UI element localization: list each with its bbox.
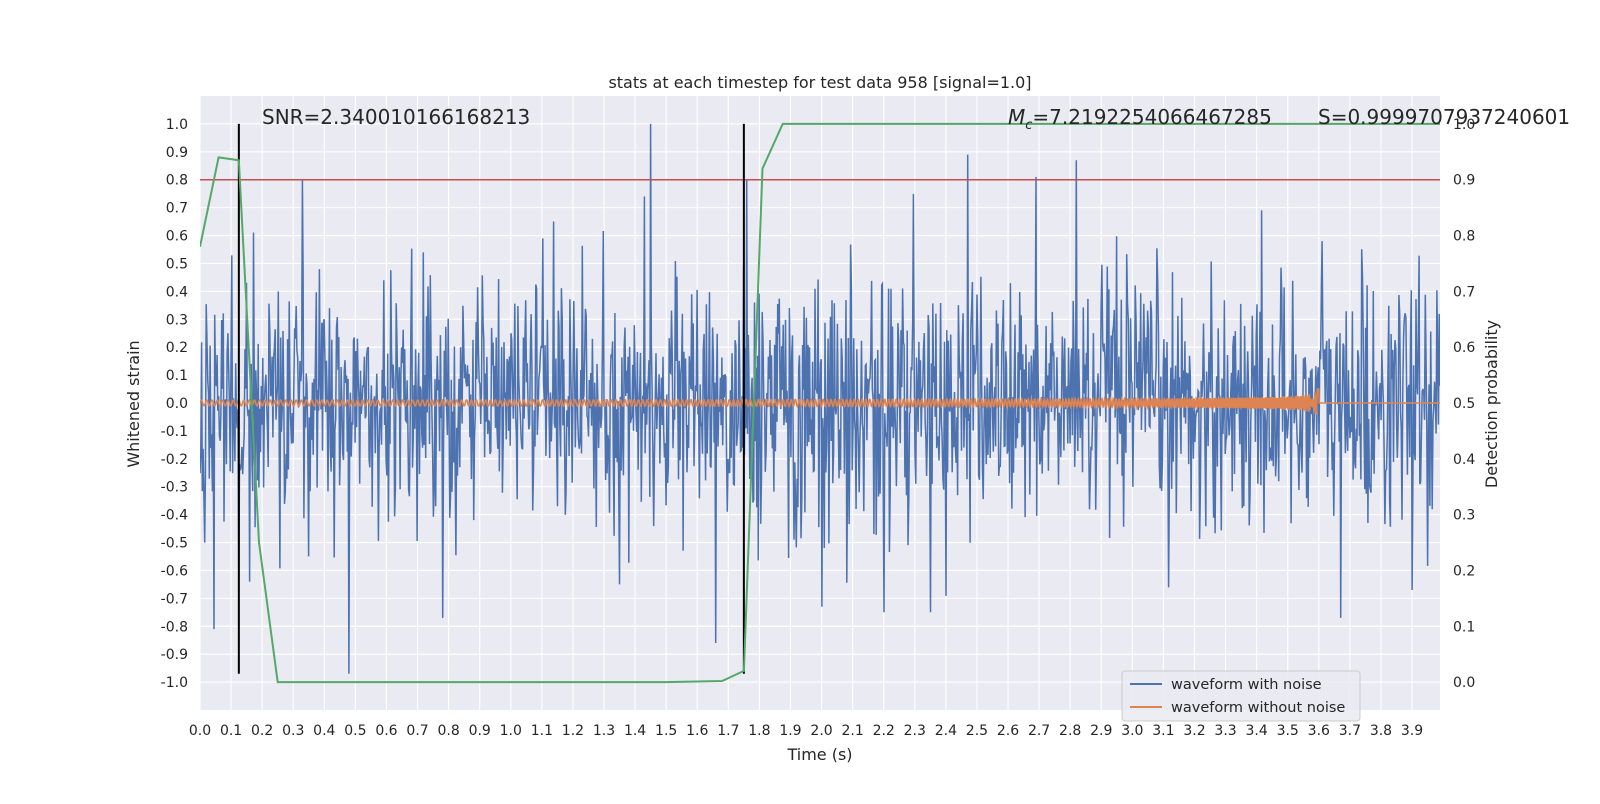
- y-tick-label: -0.7: [161, 591, 188, 607]
- chirp-mass-subscript: c: [1025, 118, 1032, 133]
- x-tick-label: 3.8: [1370, 723, 1392, 739]
- x-tick-label: 2.2: [873, 723, 895, 739]
- legend-box: [1121, 670, 1361, 722]
- y-tick-label: -0.4: [161, 508, 188, 524]
- x-tick-label: 0.2: [251, 723, 273, 739]
- y2-tick-label: 0.3: [1453, 508, 1475, 524]
- y-tick-label: -0.1: [161, 424, 188, 440]
- legend: waveform with noise waveform without noi…: [1121, 670, 1361, 722]
- y2-tick-label: 0.8: [1453, 229, 1475, 245]
- x-tick-label: 3.0: [1121, 723, 1143, 739]
- y2-tick-label: 0.2: [1453, 563, 1475, 579]
- y-tick-label: -0.5: [161, 536, 188, 552]
- x-tick-label: 0.4: [313, 723, 335, 739]
- y-tick-label: 0.7: [166, 201, 188, 217]
- x-tick-label: 3.6: [1308, 723, 1330, 739]
- y-tick-label: -0.6: [161, 563, 188, 579]
- y-tick-label: -0.9: [161, 647, 188, 663]
- chirp-mass-annotation: Mc=7.2192254066467285: [1008, 105, 1272, 133]
- x-tick-label: 1.2: [562, 723, 584, 739]
- y2-axis-label: Detection probability: [1482, 320, 1501, 488]
- x-tick-label: 2.3: [904, 723, 926, 739]
- y-tick-label: 0.6: [166, 229, 188, 245]
- y-tick-label: -0.8: [161, 619, 188, 635]
- markers-layer: [200, 123, 1440, 674]
- y-tick-label: 0.5: [166, 256, 188, 272]
- y-tick-label: -0.2: [161, 452, 188, 468]
- x-tick-label: 1.4: [624, 723, 646, 739]
- x-tick-label: 0.1: [220, 723, 242, 739]
- x-tick-label: 1.7: [717, 723, 739, 739]
- x-tick-label: 1.3: [593, 723, 615, 739]
- chirp-mass-value: =7.2192254066467285: [1032, 105, 1271, 129]
- chirp-mass-symbol: M: [1008, 105, 1025, 129]
- x-tick-label: 2.0: [810, 723, 832, 739]
- y-tick-label: 0.2: [166, 340, 188, 356]
- x-tick-label: 0.0: [189, 723, 211, 739]
- x-tick-label: 1.0: [500, 723, 522, 739]
- ticks-layer: 0.0 0.1 0.2 0.3 0.4 0.5 0.6 0.7 0.8 0.9 1.0 1.1 1.2 1…: [161, 117, 1476, 739]
- y-tick-label: 1.0: [166, 117, 188, 133]
- x-tick-label: 0.3: [282, 723, 304, 739]
- x-tick-label: 3.5: [1277, 723, 1299, 739]
- x-tick-label: 0.8: [437, 723, 459, 739]
- chart-title: stats at each timestep for test data 958…: [608, 73, 1031, 92]
- x-tick-label: 2.7: [1028, 723, 1050, 739]
- clean-waveform-line: [200, 387, 1440, 415]
- x-tick-label: 2.9: [1090, 723, 1112, 739]
- y-tick-label: 0.9: [166, 145, 188, 161]
- y2-tick-label: 0.6: [1453, 340, 1475, 356]
- x-tick-label: 0.9: [469, 723, 491, 739]
- x-tick-label: 2.4: [935, 723, 957, 739]
- x-tick-label: 2.1: [841, 723, 863, 739]
- x-axis-label: Time (s): [786, 745, 852, 764]
- x-tick-label: 3.2: [1183, 723, 1205, 739]
- y-tick-label: 0.0: [166, 396, 188, 412]
- x-tick-label: 1.1: [531, 723, 553, 739]
- y-tick-label: -0.3: [161, 480, 188, 496]
- series-layer: [200, 123, 1440, 674]
- y-tick-label: 0.8: [166, 173, 188, 189]
- x-tick-label: 3.3: [1214, 723, 1236, 739]
- y-tick-label: 0.3: [166, 312, 188, 328]
- x-tick-label: 0.5: [344, 723, 366, 739]
- y2-tick-label: 0.4: [1453, 452, 1475, 468]
- x-tick-label: 0.7: [406, 723, 428, 739]
- y2-tick-label: 0.5: [1453, 396, 1475, 412]
- x-tick-label: 3.9: [1401, 723, 1423, 739]
- y2-tick-label: 0.1: [1453, 619, 1475, 635]
- x-tick-label: 1.8: [748, 723, 770, 739]
- legend-label-clean: waveform without noise: [1171, 700, 1345, 716]
- x-tick-label: 3.4: [1246, 723, 1268, 739]
- x-tick-label: 1.5: [655, 723, 677, 739]
- x-tick-label: 0.6: [375, 723, 397, 739]
- x-tick-label: 2.8: [1059, 723, 1081, 739]
- x-tick-label: 3.1: [1152, 723, 1174, 739]
- y-axis-label: Whitened strain: [124, 340, 143, 467]
- y-tick-label: 0.4: [166, 284, 188, 300]
- legend-label-noise: waveform with noise: [1171, 677, 1322, 693]
- x-tick-label: 2.5: [966, 723, 988, 739]
- y-tick-label: 0.1: [166, 368, 188, 384]
- y2-tick-label: 0.7: [1453, 284, 1475, 300]
- y2-tick-label: 0.0: [1453, 675, 1475, 691]
- x-tick-label: 3.7: [1339, 723, 1361, 739]
- detection-probability-line: [200, 122, 1440, 684]
- score-annotation: S=0.9999707937240601: [1318, 105, 1570, 129]
- x-tick-label: 1.6: [686, 723, 708, 739]
- snr-annotation: SNR=2.340010166168213: [262, 105, 530, 129]
- x-tick-label: 2.6: [997, 723, 1019, 739]
- probability-layer: [200, 122, 1440, 684]
- y-tick-label: -1.0: [161, 675, 188, 691]
- y2-tick-label: 0.9: [1453, 173, 1475, 189]
- x-tick-label: 1.9: [779, 723, 801, 739]
- y2-tick-label: 1.0: [1453, 117, 1475, 133]
